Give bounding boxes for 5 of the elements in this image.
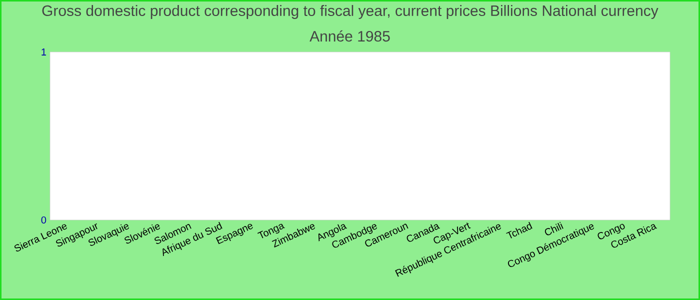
y-tick-label: 0: [41, 216, 46, 224]
y-tick-label: 1: [42, 48, 46, 56]
chart-subtitle: Année 1985: [310, 30, 390, 42]
chart-title: Gross domestic product corresponding to fiscal year, current prices Billions National currency: [42, 5, 658, 19]
x-tick-label: Tchad: [506, 222, 532, 238]
